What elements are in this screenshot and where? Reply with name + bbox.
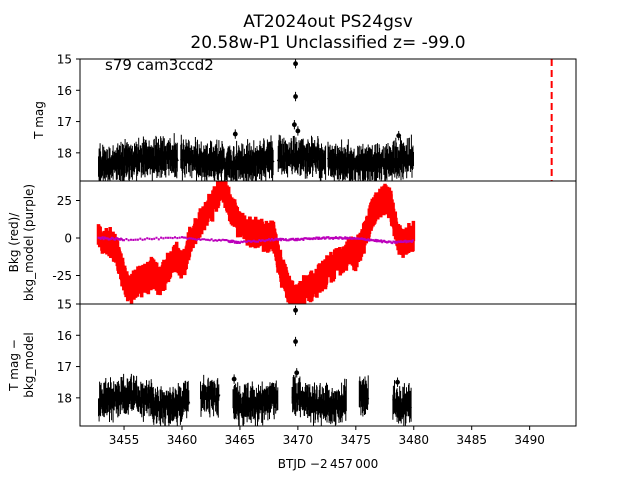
y-tick-label-middle-1: 0 bbox=[64, 232, 72, 246]
y-axis-label-top-0: T mag bbox=[32, 101, 46, 140]
series-line-0 bbox=[99, 173, 414, 316]
outlier-point-3 bbox=[233, 132, 238, 137]
plot-area-top bbox=[99, 59, 414, 187]
series-bkg bbox=[99, 173, 414, 316]
x-tick-label-3: 3470 bbox=[283, 433, 314, 447]
y-tick-label-top-2: 17 bbox=[57, 115, 72, 129]
y-tick-label-top-1: 16 bbox=[57, 84, 72, 98]
x-tick-label-1: 3460 bbox=[167, 433, 198, 447]
y-tick-label-bottom-0: 15 bbox=[57, 298, 72, 312]
error-bars-segment-0 bbox=[99, 133, 178, 187]
x-tick-label-6: 3485 bbox=[456, 433, 487, 447]
outlier-point-4 bbox=[395, 380, 400, 385]
x-tick-label-5: 3480 bbox=[398, 433, 429, 447]
y-axis-label-middle-0: Bkg (red)/ bbox=[7, 212, 21, 273]
chart-title-line2: 20.58w-P1 Unclassified z= -99.0 bbox=[190, 33, 465, 53]
y-tick-label-bottom-2: 17 bbox=[57, 360, 72, 374]
y-tick-label-middle-0: 25 bbox=[57, 194, 72, 208]
x-axis-label: BTJD −2 457 000 bbox=[278, 457, 378, 471]
x-tick-label-7: 3490 bbox=[514, 433, 545, 447]
y-tick-label-middle-2: -25 bbox=[52, 269, 72, 283]
x-tick-label-2: 3465 bbox=[225, 433, 256, 447]
plot-area-bottom bbox=[99, 306, 412, 429]
x-tick-label-0: 3455 bbox=[109, 433, 140, 447]
panel-middle-background: 25 0 -25 Bkg (red)/bkg_model (purple) bbox=[7, 173, 576, 316]
y-tick-label-bottom-1: 16 bbox=[57, 329, 72, 343]
y-tick-label-top-3: 18 bbox=[57, 146, 72, 160]
outlier-point-2 bbox=[294, 370, 299, 375]
y-tick-label-top-0: 15 bbox=[57, 53, 72, 67]
y-tick-label-bottom-3: 18 bbox=[57, 391, 72, 405]
outlier-point-1 bbox=[293, 339, 298, 344]
outlier-point-0 bbox=[293, 61, 298, 66]
y-axis-label-bottom-1: bkg_model bbox=[22, 332, 36, 398]
x-tick-label-4: 3475 bbox=[341, 433, 372, 447]
plot-area-middle bbox=[99, 173, 414, 316]
outlier-point-3 bbox=[232, 377, 237, 382]
panel-top-annotation: s79 cam3ccd2 bbox=[105, 56, 214, 74]
outlier-point-1 bbox=[293, 94, 298, 99]
outlier-point-5 bbox=[295, 129, 300, 134]
outlier-point-4 bbox=[396, 133, 401, 138]
y-axis-label-bottom-0: T mag − bbox=[7, 339, 21, 392]
x-axis-ticks: 3455 3460 3465 3470 3475 3480 3485 3490 bbox=[109, 426, 545, 447]
panel-bottom-tmag-minus-bkg: 15 16 17 18 T mag − bkg_model bbox=[7, 298, 576, 429]
outlier-point-2 bbox=[292, 122, 297, 127]
chart-title-line1: AT2024out PS24gsv bbox=[243, 12, 413, 32]
y-axis-label-middle-1: bkg_model (purple) bbox=[22, 184, 36, 301]
outlier-point-0 bbox=[293, 308, 298, 313]
